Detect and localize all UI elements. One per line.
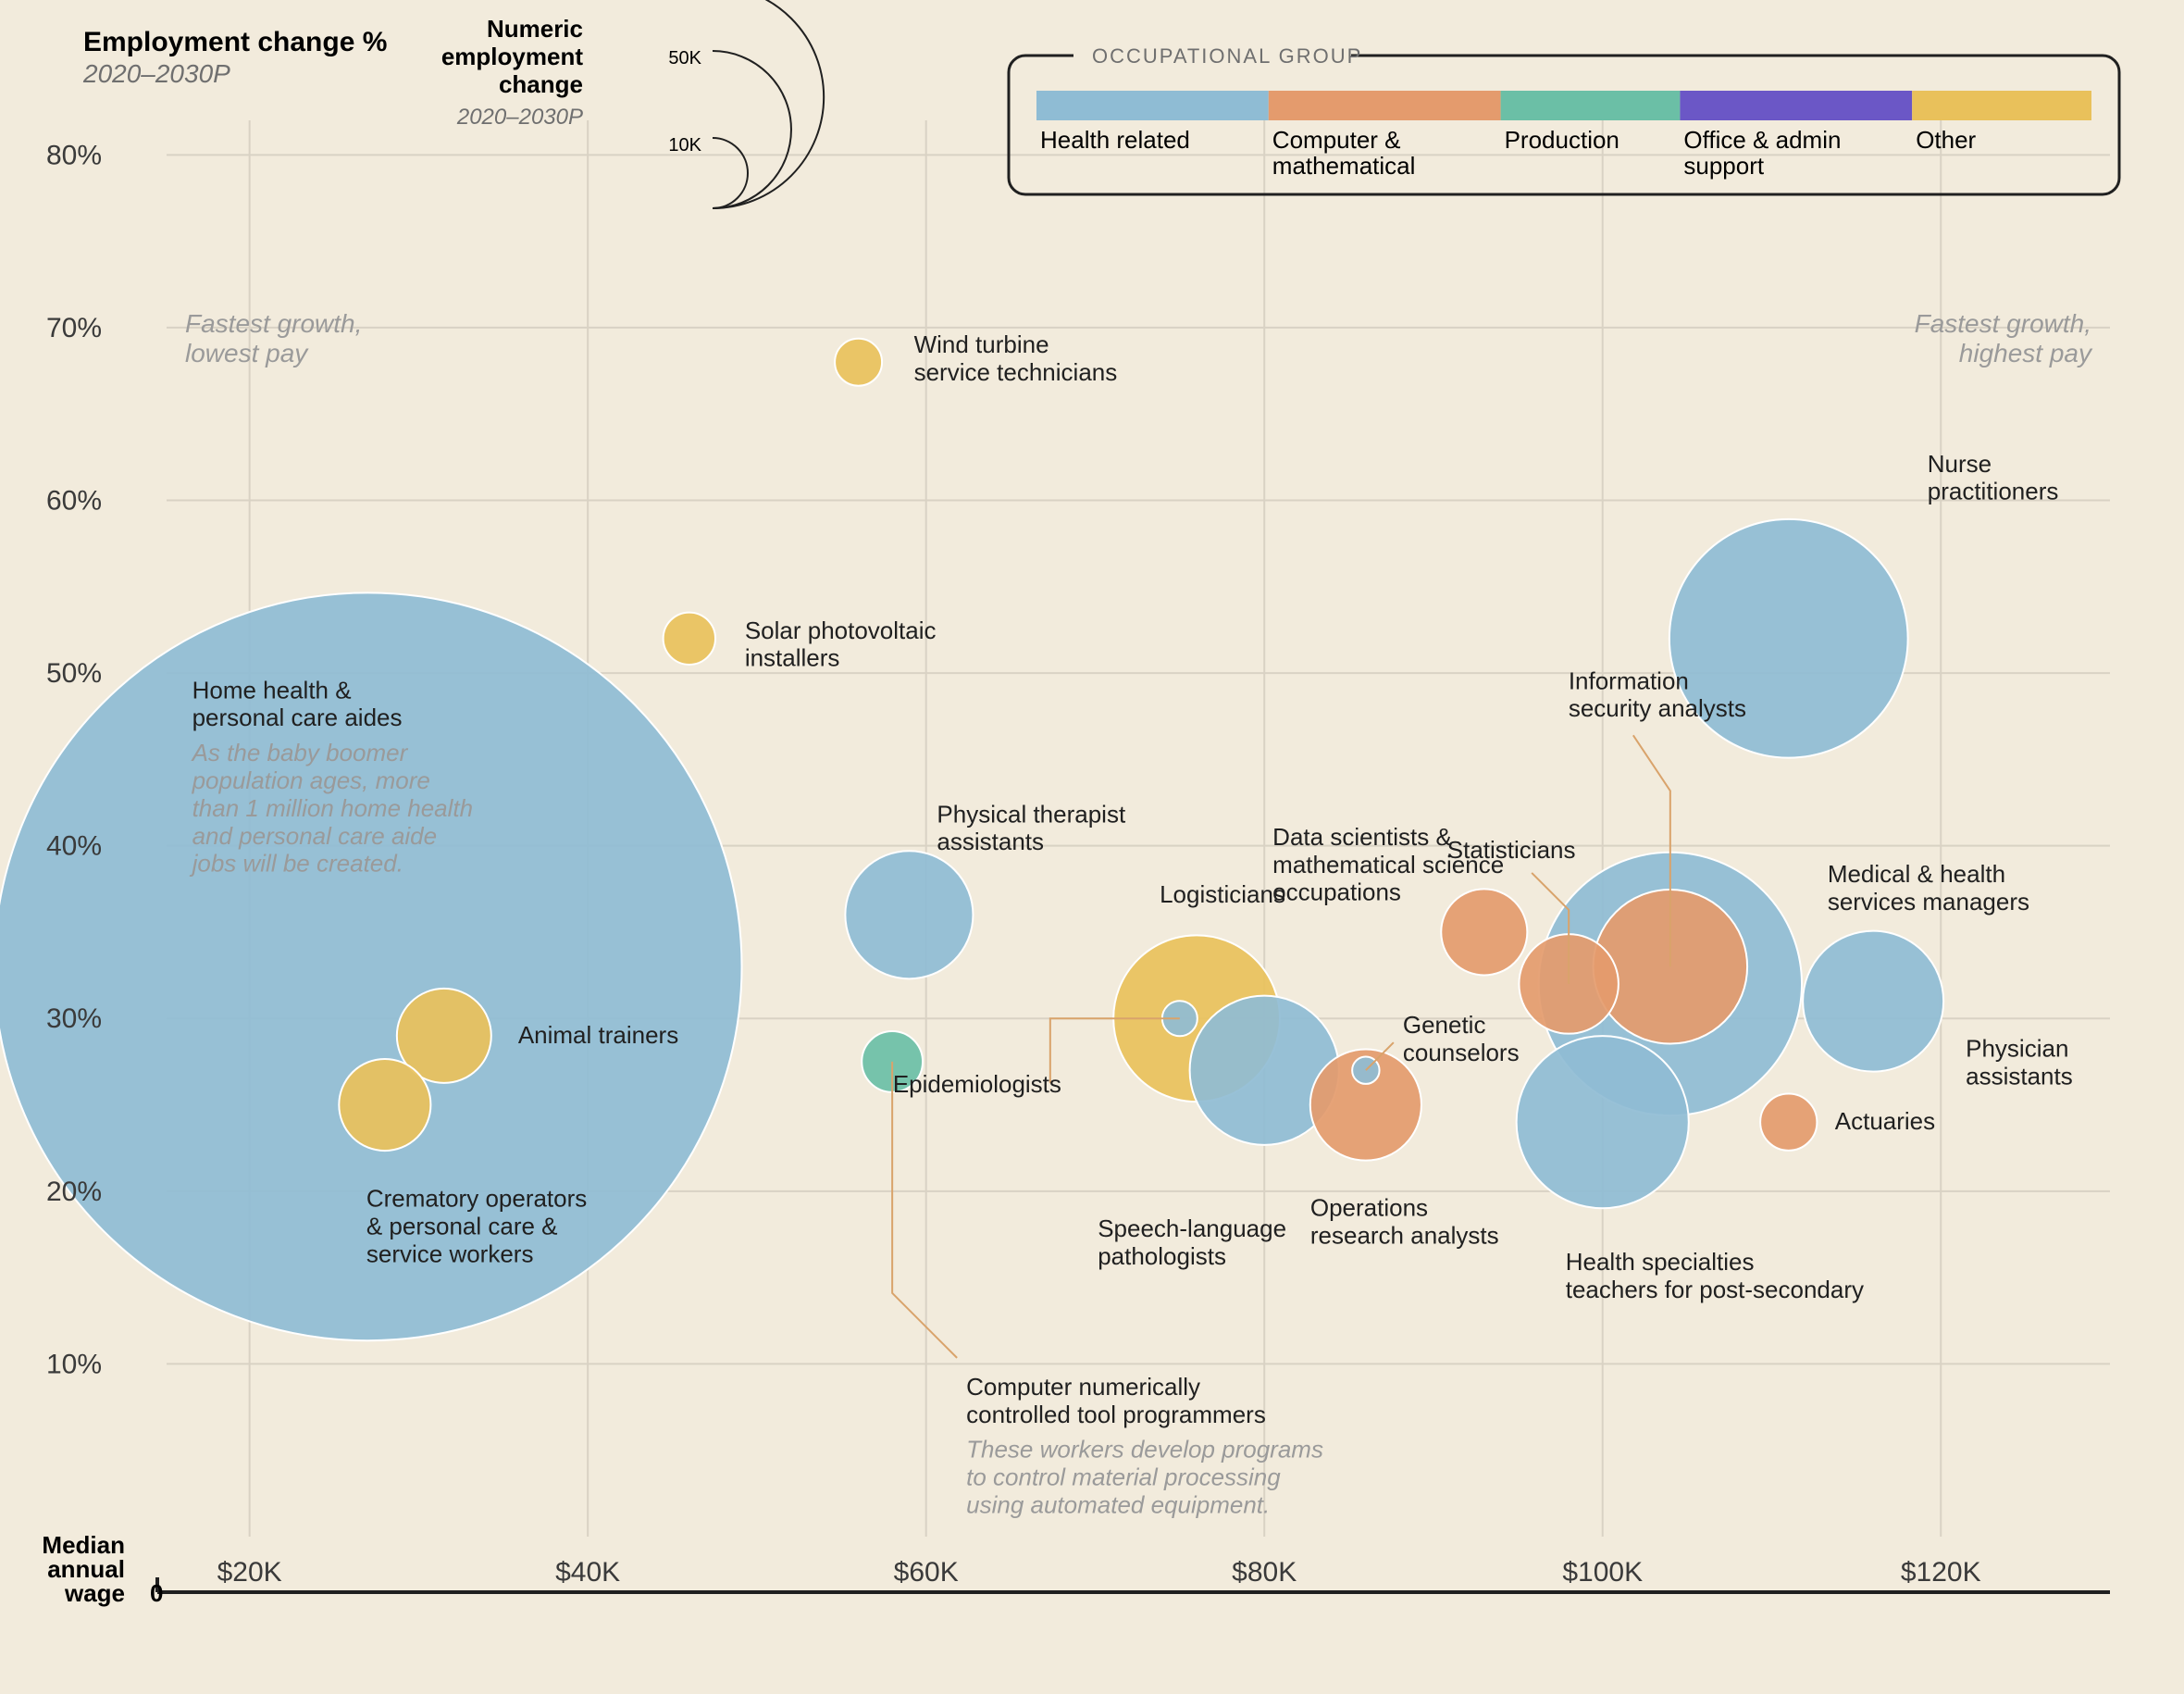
x-tick-label: $40K: [555, 1557, 620, 1588]
legend-label-office: support: [1683, 152, 1764, 180]
label-genetic: counselors: [1403, 1039, 1520, 1066]
x-axis-zero: 0: [150, 1579, 163, 1607]
label-pt-assist: assistants: [937, 828, 1044, 855]
legend-swatch-other: [1912, 91, 2091, 120]
y-tick-label: 20%: [46, 1177, 102, 1207]
note-home-health: population ages, more: [192, 766, 430, 794]
label-slp: pathologists: [1098, 1242, 1226, 1270]
y-tick-label: 50%: [46, 658, 102, 689]
note-home-health: jobs will be created.: [190, 850, 403, 878]
chart-container: Home health &personal care aides As the b…: [0, 0, 2184, 1694]
label-wind-turbine: service technicians: [914, 358, 1118, 386]
legend-label-office: Office & admin: [1683, 126, 1841, 154]
label-crematory: Crematory operators: [366, 1185, 587, 1213]
legend-label-health: Health related: [1040, 126, 1190, 154]
label-mhsm: Medical & health: [1828, 860, 2005, 888]
label-cnc: Computer numerically: [966, 1373, 1200, 1401]
size-legend-title: change: [499, 70, 583, 98]
legend-swatch-computer: [1269, 91, 1501, 120]
legend-label-production: Production: [1505, 126, 1619, 154]
label-home-health: Home health &: [192, 676, 352, 704]
y-tick-label: 80%: [46, 140, 102, 170]
label-solar: Solar photovoltaic: [745, 617, 937, 644]
note-home-health: than 1 million home health: [192, 794, 474, 822]
corner-note-tr: Fastest growth,: [1915, 309, 2091, 338]
label-nurse-pract: Nurse: [1928, 450, 1992, 478]
label-pt-assist: Physical therapist: [937, 800, 1126, 828]
label-ops-research: research analysts: [1310, 1221, 1499, 1249]
y-axis-subtitle: 2020–2030P: [82, 59, 230, 88]
label-genetic: Genetic: [1403, 1011, 1486, 1039]
bubble-crematory: [339, 1059, 430, 1151]
note-cnc: These workers develop programs: [966, 1436, 1323, 1464]
size-legend-title: employment: [441, 43, 583, 70]
y-tick-label: 40%: [46, 831, 102, 862]
corner-note-tl: Fastest growth,: [185, 309, 362, 338]
label-home-health: personal care aides: [192, 704, 403, 731]
label-statisticians: Statisticians: [1447, 836, 1576, 864]
size-legend-title: Numeric: [487, 15, 583, 43]
label-nurse-pract: practitioners: [1928, 478, 2059, 505]
x-tick-label: $120K: [1901, 1557, 1981, 1588]
label-epidemiologists: Epidemiologists: [893, 1070, 1061, 1098]
size-ring-label: 50K: [668, 48, 701, 69]
label-infosec: Information: [1569, 666, 1689, 694]
legend-title-text: OCCUPATIONAL GROUP: [1092, 44, 1362, 68]
label-physician-assist: assistants: [1966, 1062, 2073, 1090]
label-crematory: service workers: [366, 1239, 534, 1267]
x-tick-label: $20K: [217, 1557, 282, 1588]
x-tick-label: $80K: [1232, 1557, 1297, 1588]
legend-swatch-production: [1501, 91, 1681, 120]
bubble-chart-svg: Home health &personal care aides As the b…: [0, 0, 2184, 1694]
bubble-statisticians: [1441, 889, 1527, 975]
legend-label-computer: Computer &: [1272, 126, 1401, 154]
size-legend-sub: 2020–2030P: [456, 105, 583, 130]
label-solar: installers: [745, 644, 840, 672]
x-axis-title: wage: [64, 1579, 125, 1607]
legend-label-other: Other: [1916, 126, 1976, 154]
y-tick-label: 30%: [46, 1003, 102, 1034]
label-data-sci: Data scientists &: [1272, 823, 1452, 851]
y-axis-title: Employment change %: [83, 27, 387, 57]
note-home-health: As the baby boomer: [191, 739, 409, 766]
size-ring-label: 10K: [668, 135, 701, 156]
legend-label-computer: mathematical: [1272, 152, 1416, 180]
corner-note-tr: highest pay: [1959, 339, 2093, 367]
label-ops-research: Operations: [1310, 1194, 1428, 1222]
bubble-actuaries: [1760, 1094, 1817, 1151]
label-infosec: security analysts: [1569, 694, 1746, 722]
label-health-teachers: teachers for post-secondary: [1566, 1276, 1864, 1303]
label-physician-assist: Physician: [1966, 1035, 2068, 1063]
bubble-pt-assist: [845, 851, 973, 978]
bubble-wind-turbine: [835, 339, 882, 386]
label-wind-turbine: Wind turbine: [914, 330, 1049, 358]
legend-swatch-health: [1036, 91, 1269, 120]
corner-note-tl: lowest pay: [185, 339, 309, 367]
y-tick-label: 60%: [46, 485, 102, 516]
label-slp: Speech-language: [1098, 1214, 1286, 1242]
label-cnc: controlled tool programmers: [966, 1401, 1266, 1428]
label-health-teachers: Health specialties: [1566, 1248, 1755, 1276]
label-logisticians: Logisticians: [1160, 880, 1285, 908]
size-ring-label: 100K: [658, 0, 701, 4]
note-cnc: using automated equipment.: [966, 1490, 1270, 1518]
bubble-health-teachers: [1517, 1036, 1689, 1208]
legend-swatch-office: [1680, 91, 1912, 120]
label-animal-trainers: Animal trainers: [518, 1021, 678, 1049]
label-data-sci: occupations: [1272, 878, 1401, 906]
note-cnc: to control material processing: [966, 1464, 1281, 1491]
note-home-health: and personal care aide: [192, 822, 438, 850]
bubble-physician-assist: [1803, 931, 1943, 1072]
x-tick-label: $60K: [894, 1557, 959, 1588]
x-tick-label: $100K: [1562, 1557, 1643, 1588]
y-tick-label: 10%: [46, 1349, 102, 1379]
label-crematory: & personal care &: [366, 1212, 558, 1239]
label-mhsm: services managers: [1828, 888, 2029, 916]
bubble-solar: [664, 613, 715, 665]
y-tick-label: 70%: [46, 313, 102, 343]
label-actuaries: Actuaries: [1835, 1107, 1935, 1135]
